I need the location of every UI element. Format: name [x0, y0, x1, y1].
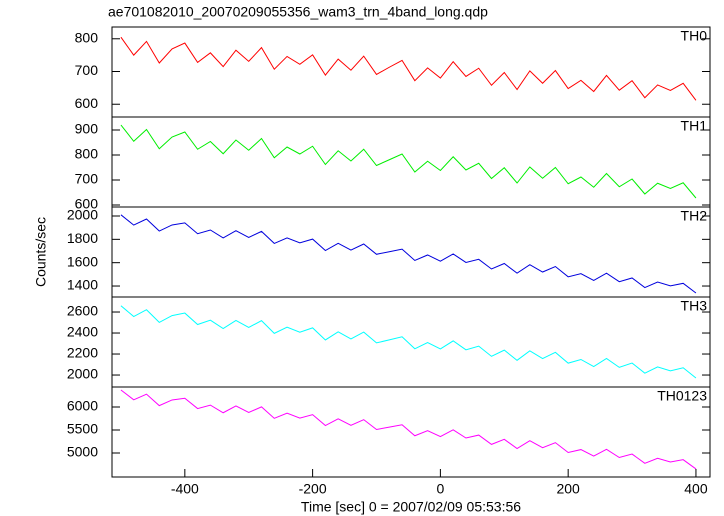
x-tick-label: 200	[556, 481, 580, 497]
y-tick-label: 1600	[67, 253, 98, 269]
y-tick-label: 2000	[67, 207, 98, 223]
y-tick-label: 2600	[67, 303, 98, 319]
series-line	[120, 124, 697, 199]
panel-frame	[111, 296, 711, 388]
y-axis-label: Counts/sec	[33, 217, 49, 287]
series-line	[120, 36, 697, 101]
y-tick-label: 1800	[67, 230, 98, 246]
series-name: TH3	[681, 298, 708, 314]
series-line	[120, 305, 697, 379]
panel-frame	[111, 116, 711, 208]
y-tick-label: 5000	[67, 444, 98, 460]
series-line	[120, 389, 697, 470]
y-tick-label: 2000	[67, 366, 98, 382]
y-tick-label: 700	[75, 171, 99, 187]
series-name: TH0	[681, 28, 708, 44]
y-tick-label: 900	[75, 121, 99, 137]
series-line	[120, 214, 697, 294]
y-tick-label: 2400	[67, 324, 98, 340]
x-tick-label: -400	[171, 481, 199, 497]
x-tick-label: 0	[436, 481, 444, 497]
y-tick-label: 5500	[67, 421, 98, 437]
series-name: TH1	[681, 118, 708, 134]
panel-frame	[111, 206, 711, 298]
x-axis-label: Time [sec] 0 = 2007/02/09 05:53:56	[301, 499, 521, 515]
y-tick-label: 2200	[67, 345, 98, 361]
panel-frame	[111, 386, 711, 478]
panel-frame	[111, 26, 711, 118]
y-tick-label: 800	[75, 29, 99, 45]
series-name: TH0123	[657, 388, 707, 404]
y-tick-label: 6000	[67, 398, 98, 414]
y-tick-label: 700	[75, 62, 99, 78]
y-tick-label: 800	[75, 146, 99, 162]
y-tick-label: 1400	[67, 277, 98, 293]
y-tick-label: 600	[75, 95, 99, 111]
chart-title: ae701082010_20070209055356_wam3_trn_4ban…	[108, 4, 488, 20]
x-tick-label: 400	[684, 481, 708, 497]
x-tick-label: -200	[299, 481, 327, 497]
y-tick-label: 600	[75, 196, 99, 212]
series-name: TH2	[681, 208, 708, 224]
